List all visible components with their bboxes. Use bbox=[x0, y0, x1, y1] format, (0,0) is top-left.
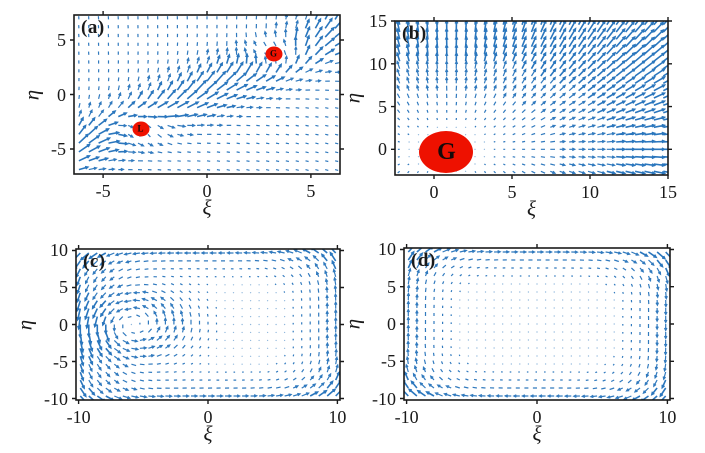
tick-marks-c bbox=[72, 245, 344, 404]
tick-marks-a bbox=[70, 11, 344, 178]
axes-frame-b bbox=[394, 20, 669, 176]
quiver-arrows-b bbox=[395, 21, 668, 175]
tick-marks-b bbox=[391, 17, 672, 179]
quiver-arrows-c bbox=[76, 249, 340, 400]
quiver-arrows-a bbox=[78, 15, 340, 172]
quiver-arrows-d bbox=[404, 248, 670, 400]
tick-marks-d bbox=[400, 244, 674, 404]
